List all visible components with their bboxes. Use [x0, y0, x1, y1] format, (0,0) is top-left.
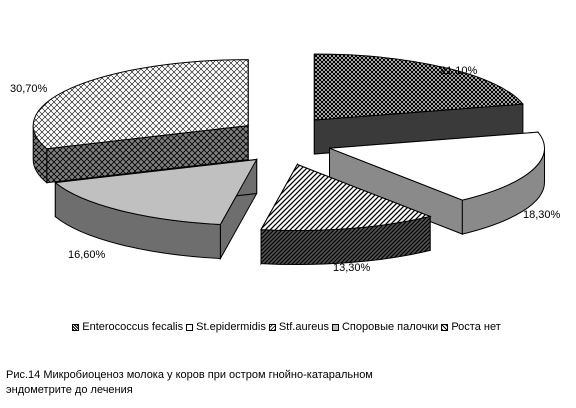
legend-label-rosta-net: Роста нет [451, 321, 501, 333]
data-label-enterococcus: 21,10% [440, 65, 478, 77]
legend-swatch-st-epidermidis [186, 323, 194, 331]
legend-label-st-epidermidis: St.epidermidis [196, 321, 266, 333]
slice-top-stf-aureus [260, 163, 432, 232]
slice-top-enterococcus [313, 53, 524, 121]
slice-rosta-net [32, 59, 249, 184]
legend-item-stf-aureus: Stf.aureus [268, 321, 329, 333]
figure-caption: Рис.14 Микробиоценоз молока у коров при … [6, 368, 466, 398]
slice-st-epidermidis [329, 131, 546, 235]
legend-item-st-epidermidis: St.epidermidis [186, 321, 266, 333]
slice-stf-aureus [260, 162, 432, 266]
data-label-sporovye: 16,60% [68, 249, 106, 261]
pie-slices [32, 53, 546, 266]
legend-swatch-sporovye [331, 323, 339, 331]
legend-item-sporovye: Споровые палочки [331, 321, 439, 333]
caption-line-2: эндометрите до лечения [6, 384, 133, 396]
pie-data-labels: 21,10% 18,30% 13,30% 16,60% 30,70% [10, 65, 561, 274]
legend-swatch-stf-aureus [268, 323, 276, 331]
legend-swatch-enterococcus [72, 323, 80, 331]
legend-label-stf-aureus: Stf.aureus [278, 321, 329, 333]
slice-top-st-epidermidis [329, 131, 545, 201]
legend-label-enterococcus: Enterococcus fecalis [82, 321, 184, 333]
data-label-st-epidermidis: 18,30% [523, 209, 561, 221]
legend-item-rosta-net: Роста нет [441, 321, 501, 333]
legend-label-sporovye: Споровые палочки [341, 321, 439, 333]
slice-top-rosta-net [32, 59, 249, 150]
data-label-rosta-net: 30,70% [10, 83, 48, 95]
caption-line-1: Рис.14 Микробиоценоз молока у коров при … [6, 369, 373, 381]
legend-swatch-rosta-net [441, 323, 449, 331]
legend: Enterococcus fecalis St.epidermidis Stf.au… [0, 318, 576, 336]
data-label-stf-aureus: 13,30% [333, 262, 371, 274]
legend-item-enterococcus: Enterococcus fecalis [72, 321, 183, 333]
slice-top-sporovye [54, 158, 258, 226]
slice-sporovye [54, 157, 258, 261]
